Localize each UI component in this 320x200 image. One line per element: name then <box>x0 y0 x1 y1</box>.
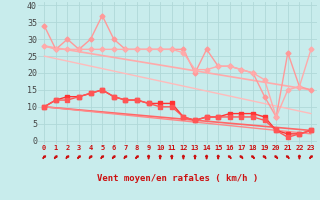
X-axis label: Vent moyen/en rafales ( km/h ): Vent moyen/en rafales ( km/h ) <box>97 174 258 183</box>
